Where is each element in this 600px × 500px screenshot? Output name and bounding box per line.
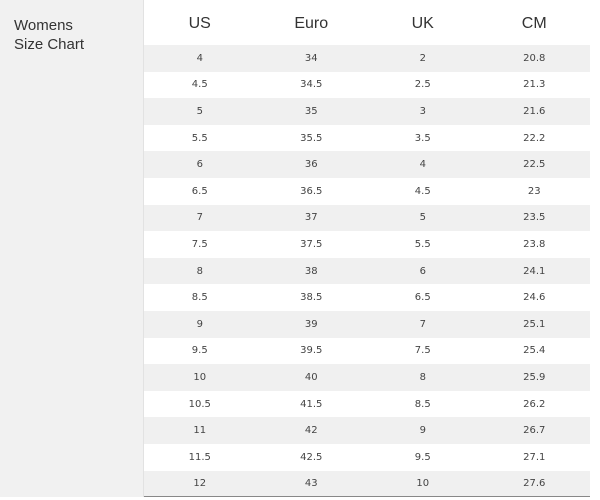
table-row: 10 40 8 25.9 (144, 364, 590, 391)
cell-us: 9 (196, 318, 203, 330)
table-row: 5 35 3 21.6 (144, 98, 590, 125)
cell-us: 7.5 (191, 238, 208, 250)
size-table: US Euro UK CM 4 34 2 20.8 4.5 34.5 2.5 21.3 5 35 3… (144, 0, 590, 498)
cell-euro: 41.5 (300, 398, 323, 410)
cell-uk: 2 (419, 52, 426, 64)
cell-uk: 6.5 (414, 292, 431, 304)
cell-us: 4.5 (191, 79, 208, 91)
header-uk: UK (411, 15, 434, 32)
cell-us: 8.5 (191, 292, 208, 304)
cell-uk: 9.5 (414, 451, 431, 463)
cell-cm: 25.9 (523, 371, 546, 383)
cell-cm: 25.4 (523, 345, 546, 357)
cell-cm: 21.6 (523, 105, 546, 117)
cell-uk: 4.5 (414, 185, 431, 197)
table-row: 12 43 10 27.6 (144, 470, 590, 498)
table-body: 4 34 2 20.8 4.5 34.5 2.5 21.3 5 35 3 21.6 5.5 35.5 3.5… (144, 45, 590, 498)
table-row: 6 36 4 22.5 (144, 151, 590, 178)
table-row: 7 37 5 23.5 (144, 204, 590, 232)
cell-us: 11 (193, 425, 207, 437)
cell-uk: 6 (419, 265, 426, 277)
cell-uk: 4 (419, 159, 426, 171)
cell-uk: 8 (419, 371, 426, 383)
cell-us: 8 (196, 265, 203, 277)
cell-us: 9.5 (191, 345, 208, 357)
cell-uk: 5.5 (414, 238, 431, 250)
cell-cm: 22.5 (523, 159, 546, 171)
cell-cm: 23 (527, 185, 541, 197)
table-bottom-border (144, 496, 590, 497)
cell-uk: 7 (419, 318, 426, 330)
cell-uk: 7.5 (414, 345, 431, 357)
cell-us: 6 (196, 159, 203, 171)
cell-euro: 34.5 (300, 79, 323, 91)
table-row: 9 39 7 25.1 (144, 310, 590, 338)
cell-us: 4 (196, 52, 203, 64)
cell-euro: 38.5 (300, 292, 323, 304)
title-line-2: Size Chart (14, 36, 85, 53)
cell-cm: 23.5 (523, 212, 546, 224)
cell-cm: 27.1 (523, 451, 546, 463)
header-cm: CM (521, 15, 547, 32)
cell-uk: 5 (419, 212, 426, 224)
cell-euro: 38 (304, 265, 318, 277)
table-row: 11 42 9 26.7 (144, 417, 590, 444)
cell-cm: 27.6 (523, 478, 546, 490)
cell-cm: 23.8 (523, 238, 546, 250)
cell-cm: 25.1 (523, 318, 546, 330)
table-row: 9.5 39.5 7.5 25.4 (144, 338, 590, 365)
cell-us: 6.5 (191, 185, 208, 197)
cell-euro: 36 (304, 159, 318, 171)
cell-us: 7 (196, 212, 203, 224)
cell-us: 11.5 (188, 451, 211, 463)
cell-euro: 37 (304, 212, 318, 224)
cell-us: 5.5 (191, 132, 208, 144)
size-chart-label-panel: Womens Size Chart (0, 0, 144, 497)
cell-euro: 39.5 (300, 345, 323, 357)
cell-cm: 22.2 (523, 132, 546, 144)
table-row: 8.5 38.5 6.5 24.6 (144, 284, 590, 311)
cell-cm: 24.6 (523, 292, 546, 304)
cell-euro: 43 (304, 478, 318, 490)
cell-euro: 36.5 (300, 185, 323, 197)
cell-euro: 34 (304, 52, 318, 64)
cell-us: 5 (196, 105, 203, 117)
cell-uk: 2.5 (414, 79, 431, 91)
cell-cm: 26.2 (523, 398, 546, 410)
cell-uk: 3.5 (414, 132, 431, 144)
cell-cm: 26.7 (523, 425, 546, 437)
table-row: 7.5 37.5 5.5 23.8 (144, 231, 590, 258)
size-chart-title: Womens Size Chart (14, 16, 84, 54)
cell-uk: 3 (419, 105, 426, 117)
header-us: US (188, 15, 211, 32)
table-row: 4.5 34.5 2.5 21.3 (144, 72, 590, 99)
cell-uk: 10 (416, 478, 430, 490)
cell-us: 10 (193, 371, 207, 383)
table-row: 11.5 42.5 9.5 27.1 (144, 444, 590, 471)
table-row: 6.5 36.5 4.5 23 (144, 178, 590, 205)
cell-euro: 35.5 (300, 132, 323, 144)
cell-cm: 24.1 (523, 265, 546, 277)
cell-cm: 20.8 (523, 52, 546, 64)
cell-cm: 21.3 (523, 79, 546, 91)
cell-euro: 40 (304, 371, 318, 383)
cell-euro: 42.5 (300, 451, 323, 463)
cell-euro: 42 (304, 425, 318, 437)
cell-uk: 8.5 (414, 398, 431, 410)
cell-us: 10.5 (188, 398, 211, 410)
cell-euro: 39 (304, 318, 318, 330)
cell-us: 12 (193, 478, 207, 490)
cell-uk: 9 (419, 425, 426, 437)
cell-euro: 35 (304, 105, 318, 117)
table-row: 10.5 41.5 8.5 26.2 (144, 391, 590, 418)
table-header: US Euro UK CM (144, 0, 590, 45)
table-row: 4 34 2 20.8 (144, 45, 590, 72)
cell-euro: 37.5 (300, 238, 323, 250)
table-row: 8 38 6 24.1 (144, 257, 590, 285)
table-row: 5.5 35.5 3.5 22.2 (144, 125, 590, 152)
title-line-1: Womens (14, 17, 73, 34)
header-euro: Euro (294, 15, 329, 32)
